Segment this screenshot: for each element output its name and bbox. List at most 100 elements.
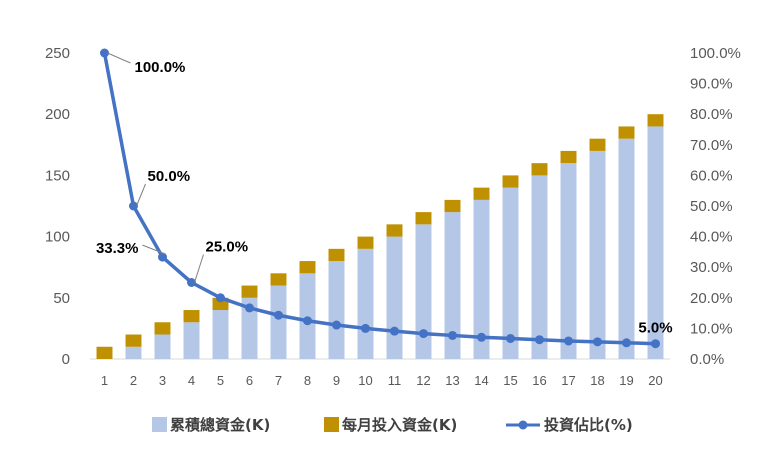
- bar-monthly-investment: [415, 212, 432, 225]
- right-tick-label: 90.0%: [690, 76, 733, 93]
- data-label: 5.0%: [638, 320, 672, 337]
- x-tick-label: 5: [217, 373, 224, 388]
- bar-monthly-investment: [502, 175, 519, 188]
- right-tick-label: 80.0%: [690, 106, 733, 123]
- bar-monthly-investment: [96, 346, 113, 359]
- right-tick-label: 60.0%: [690, 167, 733, 184]
- x-tick-label: 14: [474, 373, 488, 388]
- x-tick-label: 1: [101, 373, 108, 388]
- x-tick-label: 10: [358, 373, 372, 388]
- bar-monthly-investment: [473, 187, 490, 200]
- series-point: [216, 293, 225, 303]
- right-tick-label: 0.0%: [690, 351, 724, 368]
- right-tick-label: 50.0%: [690, 198, 733, 215]
- x-tick-label: 11: [388, 373, 402, 388]
- data-label: 100.0%: [135, 59, 186, 76]
- left-tick-label: 250: [45, 45, 70, 62]
- series-point: [651, 339, 660, 349]
- x-tick-label: 4: [188, 373, 195, 388]
- data-label-leader: [142, 244, 166, 255]
- left-tick-label: 0: [62, 351, 70, 368]
- bar-total-funds: [212, 310, 229, 359]
- bar-monthly-investment: [241, 285, 258, 298]
- x-tick-label: 8: [304, 373, 311, 388]
- x-tick-label: 2: [130, 373, 137, 388]
- x-tick-label: 7: [275, 373, 282, 388]
- bar-total-funds: [386, 236, 403, 359]
- bar-total-funds: [125, 346, 142, 359]
- bar-total-funds: [415, 224, 432, 359]
- line-series: [100, 48, 660, 349]
- bar-monthly-investment: [357, 236, 374, 249]
- bar-monthly-investment: [647, 114, 664, 127]
- series-point: [361, 323, 370, 333]
- data-label-leader: [136, 183, 146, 207]
- right-tick-label: 20.0%: [690, 290, 733, 307]
- bar-total-funds: [357, 248, 374, 359]
- left-axis: 0 50 100 150 200 250: [45, 45, 70, 368]
- legend-swatch-monthly-investment: [324, 417, 339, 432]
- bar-total-funds: [270, 285, 287, 359]
- series-point: [477, 332, 486, 342]
- bar-total-funds: [183, 322, 200, 359]
- legend-label-monthly-investment: 每月投入資金(K): [342, 416, 457, 434]
- right-tick-label: 30.0%: [690, 259, 733, 276]
- series-point: [535, 335, 544, 345]
- bar-monthly-investment: [125, 334, 142, 347]
- data-labels: 100.0% 50.0% 33.3% 25.0% 5.0%: [96, 52, 673, 337]
- bar-total-funds: [299, 273, 316, 359]
- x-tick-label: 12: [416, 373, 430, 388]
- series-point: [303, 316, 312, 326]
- series-point: [332, 320, 341, 330]
- series-point: [129, 201, 138, 211]
- series-point: [506, 333, 515, 343]
- right-tick-label: 10.0%: [690, 320, 733, 337]
- bar-monthly-investment: [618, 126, 635, 139]
- bar-total-funds: [241, 297, 258, 359]
- series-point: [245, 303, 254, 313]
- data-label-leader: [194, 254, 204, 283]
- bar-monthly-investment: [154, 322, 171, 335]
- x-tick-label: 17: [561, 373, 575, 388]
- x-tick-label: 19: [619, 373, 633, 388]
- left-tick-label: 150: [45, 167, 70, 184]
- bar-monthly-investment: [386, 224, 403, 237]
- bar-total-funds: [618, 138, 635, 359]
- right-tick-label: 70.0%: [690, 137, 733, 154]
- bar-monthly-investment: [299, 261, 316, 274]
- series-point: [187, 278, 196, 287]
- bar-monthly-investment: [560, 150, 577, 164]
- legend: 累積總資金(K) 每月投入資金(K) 投資佔比(%): [152, 416, 633, 434]
- right-tick-label: 40.0%: [690, 229, 733, 246]
- bar-total-funds: [647, 126, 664, 359]
- bar-monthly-investment: [328, 248, 345, 262]
- right-tick-label: 100.0%: [690, 45, 741, 62]
- series-point: [564, 336, 573, 346]
- series-point: [593, 337, 602, 347]
- bar-total-funds: [589, 150, 606, 359]
- bar-monthly-investment: [183, 310, 200, 323]
- right-axis: 0.0% 10.0% 20.0% 30.0% 40.0% 50.0% 60.0% 70.0% 8…: [690, 45, 741, 368]
- x-tick-label: 3: [159, 373, 166, 388]
- data-label: 50.0%: [148, 168, 191, 185]
- series-point: [158, 252, 167, 262]
- x-tick-label: 18: [590, 373, 604, 388]
- x-tick-label: 16: [532, 373, 546, 388]
- x-tick-label: 9: [333, 373, 340, 388]
- left-tick-label: 50: [53, 290, 70, 307]
- bar-monthly-investment: [589, 138, 606, 151]
- data-label-leader: [107, 52, 131, 64]
- x-tick-label: 20: [648, 373, 662, 388]
- x-axis: 1 2 3 4 5 6 7 8 9 10 11 12 13 14 15 16 17 18 19 20: [101, 373, 663, 388]
- bars: [96, 114, 664, 359]
- bar-total-funds: [502, 187, 519, 359]
- legend-swatch-total-funds: [152, 417, 167, 432]
- left-tick-label: 200: [45, 106, 70, 123]
- legend-label-total-funds: 累積總資金(K): [170, 416, 270, 434]
- left-tick-label: 100: [45, 229, 70, 246]
- bar-monthly-investment: [531, 163, 548, 176]
- x-tick-label: 6: [246, 373, 253, 388]
- x-tick-label: 13: [445, 373, 459, 388]
- bar-monthly-investment: [444, 199, 461, 213]
